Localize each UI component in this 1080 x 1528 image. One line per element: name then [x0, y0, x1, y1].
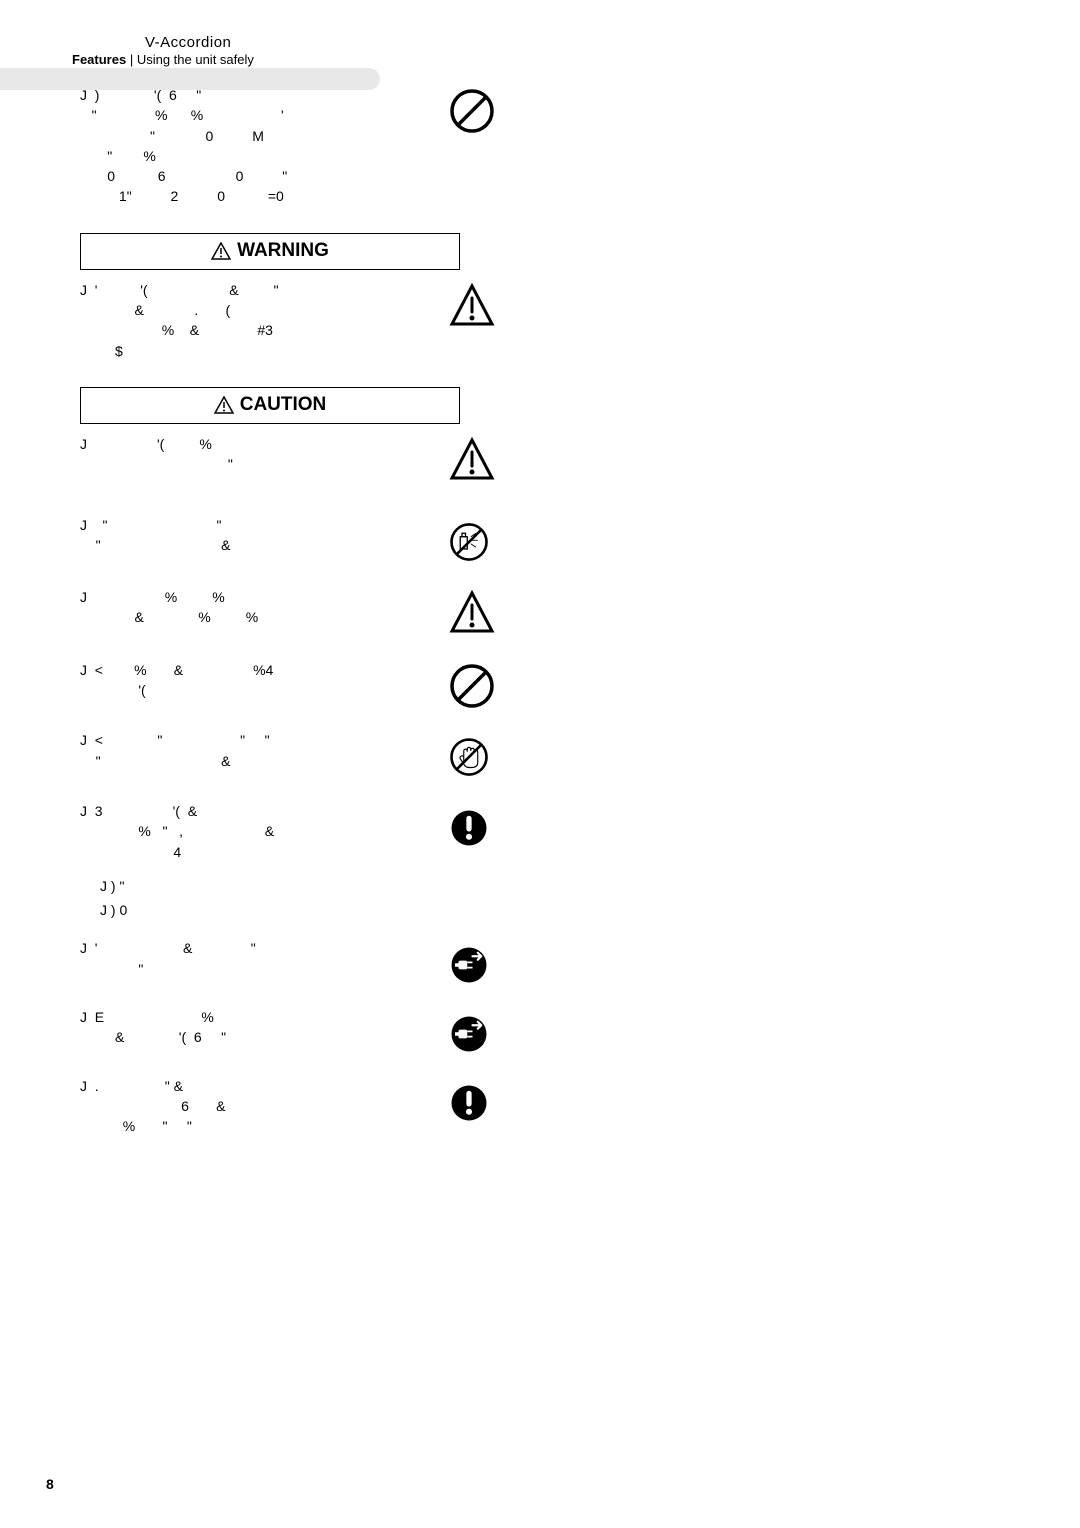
item-text: J '( % " [80, 434, 460, 475]
item-text: J E % & '( 6 " [80, 1007, 460, 1048]
sub-item: J ) " [80, 876, 460, 896]
prohibit-icon [448, 87, 496, 135]
page-number: 8 [46, 1476, 54, 1492]
item-text: J 3 '( & % " , & 4 [80, 801, 460, 862]
safety-item: J ) '( 6 " " % % ' " 0 M " % 0 6 0 " [80, 85, 460, 207]
content-column: J ) '( 6 " " % % ' " 0 M " % 0 6 0 " [80, 85, 460, 1163]
item-text: J ) '( 6 " " % % ' " 0 M " % 0 6 0 " [80, 85, 460, 207]
item-text: J ' & " " [80, 938, 460, 979]
warning-header: WARNING [80, 233, 460, 270]
unplug-icon [448, 1013, 490, 1055]
safety-item: J ' & " " [80, 938, 460, 979]
breadcrumb-sep: | [126, 52, 137, 67]
mandatory-icon [448, 807, 490, 849]
safety-item: J 3 '( & % " , & 4 [80, 801, 460, 862]
no-spray-icon [448, 521, 490, 563]
warning-triangle-icon [211, 242, 231, 260]
mandatory-icon [448, 1082, 490, 1124]
brand-label: V-Accordion [145, 34, 231, 51]
caution-header: CAUTION [80, 387, 460, 424]
no-touch-icon [448, 736, 490, 778]
caution-triangle-icon [448, 436, 496, 484]
warning-label: WARNING [237, 240, 329, 262]
safety-item: J < % & %4 '( [80, 660, 460, 701]
caution-triangle-icon [214, 396, 234, 414]
features-label: Features [72, 52, 126, 67]
item-text: J ' '( & " & . ( % & #3 $ [80, 280, 460, 361]
caution-label: CAUTION [240, 394, 327, 416]
caution-triangle-icon [448, 282, 496, 330]
safety-item: J ' '( & " & . ( % & #3 $ [80, 280, 460, 361]
item-text: J " " " & [80, 515, 460, 556]
caution-triangle-icon [448, 589, 496, 637]
item-text: J < % & %4 '( [80, 660, 460, 701]
unplug-icon [448, 944, 490, 986]
item-text: J . " & 6 & % " " [80, 1076, 460, 1137]
sub-item: J ) 0 [80, 900, 460, 920]
item-text: J < " " " " & [80, 730, 460, 771]
section-label: Using the unit safely [137, 52, 254, 67]
safety-item: J . " & 6 & % " " [80, 1076, 460, 1137]
safety-item: J % % & % % [80, 587, 460, 628]
breadcrumb: Features | Using the unit safely [72, 52, 254, 67]
safety-item: J '( % " [80, 434, 460, 475]
safety-item: J " " " & [80, 515, 460, 556]
safety-item: J E % & '( 6 " [80, 1007, 460, 1048]
prohibit-icon [448, 662, 496, 710]
safety-item: J < " " " " & [80, 730, 460, 771]
item-text: J % % & % % [80, 587, 460, 628]
